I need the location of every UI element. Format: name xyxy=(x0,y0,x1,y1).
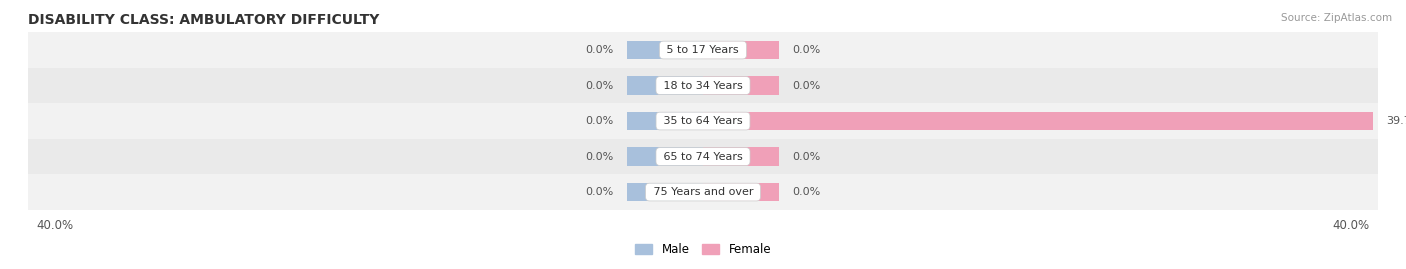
Bar xyxy=(703,41,779,59)
Text: 5 to 17 Years: 5 to 17 Years xyxy=(664,45,742,55)
Bar xyxy=(28,139,1378,174)
Bar xyxy=(703,76,779,95)
Text: 0.0%: 0.0% xyxy=(793,80,821,91)
Text: 0.0%: 0.0% xyxy=(585,151,613,162)
Text: 0.0%: 0.0% xyxy=(793,187,821,197)
Bar xyxy=(703,112,1372,130)
Text: 40.0%: 40.0% xyxy=(37,219,73,232)
Bar xyxy=(28,174,1378,210)
Text: 0.0%: 0.0% xyxy=(585,45,613,55)
Bar xyxy=(627,41,703,59)
Bar xyxy=(627,112,703,130)
Text: 0.0%: 0.0% xyxy=(793,45,821,55)
Bar xyxy=(28,103,1378,139)
Text: 0.0%: 0.0% xyxy=(585,187,613,197)
Bar xyxy=(627,76,703,95)
Text: 0.0%: 0.0% xyxy=(793,151,821,162)
Legend: Male, Female: Male, Female xyxy=(630,238,776,261)
Text: 40.0%: 40.0% xyxy=(1333,219,1369,232)
Bar xyxy=(627,147,703,166)
Bar xyxy=(28,68,1378,103)
Text: 0.0%: 0.0% xyxy=(585,80,613,91)
Text: 65 to 74 Years: 65 to 74 Years xyxy=(659,151,747,162)
Text: 39.7%: 39.7% xyxy=(1386,116,1406,126)
Text: Source: ZipAtlas.com: Source: ZipAtlas.com xyxy=(1281,13,1392,23)
Text: 0.0%: 0.0% xyxy=(585,116,613,126)
Bar xyxy=(703,183,779,201)
Bar xyxy=(703,147,779,166)
Text: 35 to 64 Years: 35 to 64 Years xyxy=(659,116,747,126)
Bar xyxy=(28,32,1378,68)
Bar xyxy=(627,183,703,201)
Text: DISABILITY CLASS: AMBULATORY DIFFICULTY: DISABILITY CLASS: AMBULATORY DIFFICULTY xyxy=(28,13,380,27)
Text: 75 Years and over: 75 Years and over xyxy=(650,187,756,197)
Text: 18 to 34 Years: 18 to 34 Years xyxy=(659,80,747,91)
